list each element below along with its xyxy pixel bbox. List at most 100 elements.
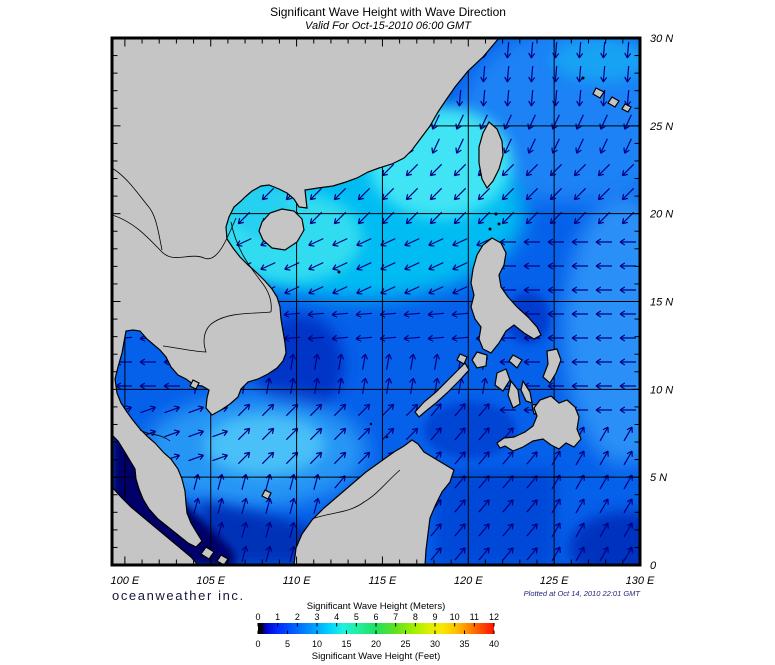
feet-tick-30: 30 xyxy=(430,639,440,649)
wave-arrow xyxy=(528,41,536,59)
wave-arrow xyxy=(547,286,564,294)
wave-arrow xyxy=(528,89,536,107)
wave-arrow xyxy=(357,187,371,201)
wave-arrow xyxy=(212,429,228,438)
wave-arrow xyxy=(504,89,512,107)
wave-arrow xyxy=(433,353,441,370)
wave-arrow xyxy=(547,310,564,318)
wave-arrow xyxy=(356,286,372,295)
wave-arrow xyxy=(454,547,466,561)
islet-batanes xyxy=(494,212,498,216)
wave-arrow xyxy=(236,238,252,247)
meters-tick-10: 10 xyxy=(450,612,460,622)
colorbar xyxy=(258,623,494,634)
wave-arrow xyxy=(217,521,225,538)
wave-arrow xyxy=(289,497,297,514)
wave-arrow xyxy=(478,547,490,561)
wave-arrow xyxy=(265,545,273,562)
axis-ticks xyxy=(113,39,639,564)
wave-arrow xyxy=(595,262,612,270)
wave-arrow xyxy=(332,286,348,295)
wave-arrow xyxy=(356,238,372,247)
wave-arrow xyxy=(333,211,347,225)
wave-arrow xyxy=(355,310,373,318)
feet-tick-0: 0 xyxy=(255,639,260,649)
wave-arrow xyxy=(573,211,587,225)
wave-arrow xyxy=(478,427,490,441)
lon-label-5: 125 E xyxy=(540,575,569,587)
wave-arrow xyxy=(309,403,323,417)
island-natuna xyxy=(261,489,272,500)
wave-arrow xyxy=(261,187,275,201)
wave-arrow xyxy=(385,353,393,370)
wave-arrow xyxy=(405,187,419,201)
wave-arrow xyxy=(452,262,468,271)
wave-arrow xyxy=(140,405,156,414)
page-subtitle: Valid For Oct-15-2010 06:00 GMT xyxy=(305,20,472,32)
wave-arrow xyxy=(381,403,395,417)
wave-arrow xyxy=(361,353,369,370)
wave-arrow xyxy=(600,89,608,107)
wave-arrow xyxy=(454,451,466,465)
wave-arrow xyxy=(502,523,514,537)
island-mindoro xyxy=(471,351,488,369)
wave-arrow xyxy=(621,163,635,177)
wave-arrow xyxy=(265,521,273,538)
wave-arrow xyxy=(551,546,561,562)
wave-arrow xyxy=(430,523,442,537)
wave-arrow xyxy=(164,405,180,414)
wave-arrow xyxy=(430,427,442,441)
wave-arrow xyxy=(619,238,636,246)
wave-arrow xyxy=(523,238,540,246)
wave-arrow xyxy=(576,89,584,107)
lat-label-5: 5 N xyxy=(650,472,667,484)
wave-arrow xyxy=(525,187,539,201)
wave-arrow xyxy=(333,427,347,441)
wave-arrow xyxy=(115,382,132,390)
wave-arrow xyxy=(313,353,321,370)
wave-arrow xyxy=(333,187,347,201)
island-borneo xyxy=(293,439,455,565)
wave-arrow xyxy=(455,114,464,130)
latitude-axis-labels: 30 N 25 N 20 N 15 N 10 N 5 N 0 xyxy=(649,33,673,572)
meters-tick-3: 3 xyxy=(314,612,319,622)
wave-arrow xyxy=(261,451,275,465)
wave-arrow xyxy=(163,382,180,390)
lon-label-6: 130 E xyxy=(626,575,655,587)
wave-arrow xyxy=(551,498,561,514)
wave-arrow xyxy=(624,65,632,83)
wave-arrow xyxy=(595,334,612,342)
wave-arrow xyxy=(599,426,609,442)
wave-arrow xyxy=(289,353,297,370)
wave-arrow xyxy=(527,114,536,130)
wave-arrow xyxy=(623,426,633,442)
islet-paracel xyxy=(337,270,341,274)
islet-babuyan-1 xyxy=(497,222,501,226)
wave-arrow xyxy=(260,262,276,271)
wave-arrow xyxy=(525,163,539,177)
wave-arrow xyxy=(404,286,420,295)
wave-arrow xyxy=(455,138,464,154)
feet-tick-5: 5 xyxy=(285,639,290,649)
wave-arrow xyxy=(409,353,417,370)
wave-arrow xyxy=(237,211,251,225)
wave-arrow xyxy=(403,334,421,342)
island-masbate xyxy=(508,354,523,369)
landmass-mainland-asia xyxy=(112,38,500,548)
wave-arrow xyxy=(261,427,275,441)
wave-arrow xyxy=(164,429,180,438)
wave-arrow xyxy=(356,262,372,271)
wave-arrow xyxy=(308,262,324,271)
wave-arrow xyxy=(265,377,273,394)
map-frame xyxy=(110,36,642,567)
wave-arrow xyxy=(502,451,514,465)
island-phu-quoc xyxy=(189,379,200,390)
wave-arrow xyxy=(526,523,538,537)
wave-arrow xyxy=(523,358,540,366)
lat-label-1: 25 N xyxy=(649,121,673,133)
island-panay xyxy=(494,368,511,392)
border-cambodia xyxy=(162,311,272,353)
wave-arrow xyxy=(526,547,538,561)
wave-arrow xyxy=(451,334,469,342)
